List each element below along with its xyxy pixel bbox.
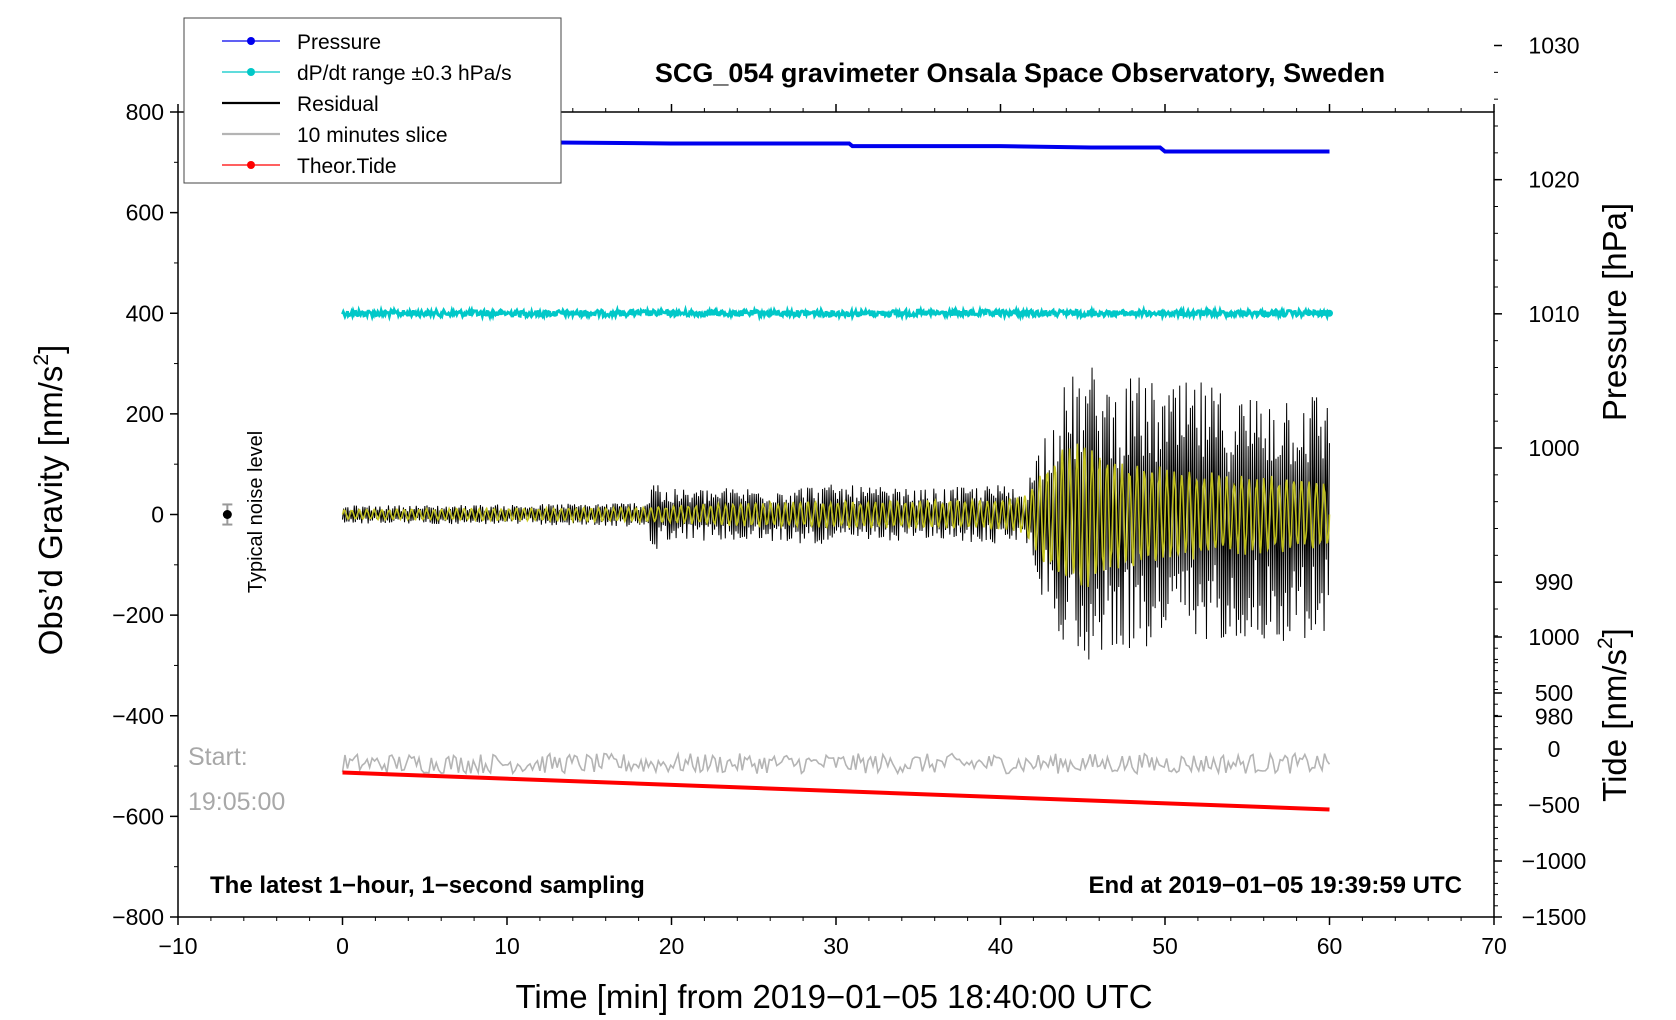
- start-time: 19:05:00: [188, 788, 285, 816]
- x-axis-title: Time [min] from 2019−01−05 18:40:00 UTC: [515, 978, 1152, 1015]
- x-tick-label: −10: [158, 933, 197, 959]
- start-label: Start:: [188, 743, 248, 771]
- pressure-line: [342, 140, 1330, 154]
- y-axis-title-tide-sup: 2: [1594, 637, 1617, 649]
- tide-tick-label: −1500: [1522, 904, 1587, 930]
- y-tick-label: −800: [112, 904, 164, 930]
- legend-swatch-marker: [247, 161, 255, 169]
- tide-tick-label: −1000: [1522, 848, 1587, 874]
- y-tick-label: 0: [151, 502, 164, 528]
- pressure-tick-label: 990: [1535, 569, 1573, 595]
- y-tick-label: −200: [112, 602, 164, 628]
- noise-level-label: Typical noise level: [245, 431, 267, 593]
- x-tick-label: 20: [659, 933, 685, 959]
- pressure-tick-label: 1020: [1528, 167, 1579, 193]
- legend-label: Pressure: [297, 31, 381, 54]
- annotation-layer: [222, 503, 233, 526]
- legend-label: Residual: [297, 93, 379, 116]
- legend-swatch-marker: [247, 68, 255, 76]
- noise-marker-point: [222, 510, 232, 519]
- y-tick-label: 600: [126, 200, 164, 226]
- dpdt-line: [341, 304, 1331, 322]
- y-tick-label: 200: [126, 401, 164, 427]
- legend-label: 10 minutes slice: [297, 124, 448, 147]
- legend-label: dP/dt range ±0.3 hPa/s: [297, 62, 512, 85]
- x-tick-label: 0: [336, 933, 349, 959]
- tide-tick-label: 1000: [1528, 624, 1579, 650]
- filtered-residual-line: [341, 443, 1331, 588]
- legend-box: [183, 17, 562, 184]
- x-tick-label: 70: [1481, 933, 1507, 959]
- x-tick-label: 10: [494, 933, 520, 959]
- y-axis-title-gravity-sup: 2: [30, 354, 53, 366]
- legend-label: Theor.Tide: [297, 155, 397, 178]
- series-layer: [341, 140, 1333, 812]
- tide-tick-label: 500: [1535, 680, 1573, 706]
- tick-layer: −10 0 10 20 30 40 50 60 70−800−600−400−200020040…: [112, 33, 1586, 960]
- y-axis-title-gravity-main: Obs’d Gravity [nm/s: [32, 366, 69, 656]
- tide-tick-label: −500: [1528, 792, 1580, 818]
- tide-line: [342, 770, 1330, 812]
- y-tick-label: 400: [126, 300, 164, 326]
- ten-minute-slice-line: [341, 751, 1331, 776]
- y-axis-title-gravity: Obs’d Gravity [nm/s2]: [30, 345, 69, 656]
- pressure-tick-label: 1030: [1528, 33, 1579, 59]
- y-tick-label: 800: [126, 99, 164, 125]
- y-axis-title-gravity-end: ]: [32, 345, 69, 354]
- pressure-tick-label: 1000: [1528, 435, 1579, 461]
- y-tick-label: −600: [112, 803, 164, 829]
- legend: Pressure dP/dt range ±0.3 hPa/s Residual 10…: [183, 17, 562, 184]
- x-tick-label: 50: [1152, 933, 1178, 959]
- y-axis-title-tide-main: Tide [nm/s: [1596, 649, 1633, 802]
- y-axis-title-pressure: Pressure [hPa]: [1596, 203, 1633, 421]
- x-tick-label: 30: [823, 933, 849, 959]
- end-time-note: End at 2019−01−05 19:39:59 UTC: [1088, 872, 1462, 899]
- tide-tick-label: 0: [1548, 736, 1561, 762]
- x-tick-label: 40: [988, 933, 1014, 959]
- chart-title: SCG_054 gravimeter Onsala Space Observat…: [655, 58, 1385, 88]
- legend-swatch-marker: [247, 37, 255, 45]
- y-tick-label: −400: [112, 703, 164, 729]
- dpdt-end-marker: [1326, 309, 1333, 317]
- sampling-note: The latest 1−hour, 1−second sampling: [210, 872, 645, 899]
- pressure-tick-label: 1010: [1528, 301, 1579, 327]
- y-axis-title-tide: Tide [nm/s2]: [1594, 628, 1633, 802]
- x-tick-label: 60: [1317, 933, 1343, 959]
- y-axis-title-tide-end: ]: [1596, 628, 1633, 637]
- pressure-tick-label: 980: [1535, 703, 1573, 729]
